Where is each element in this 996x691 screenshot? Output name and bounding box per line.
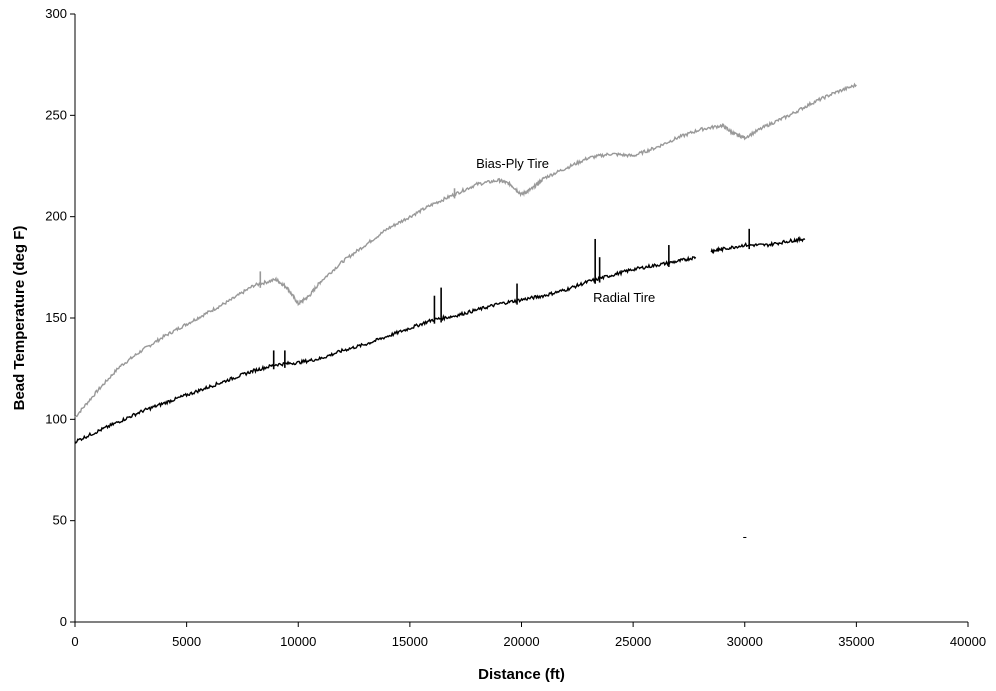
x-tick-label: 25000 [615, 634, 651, 649]
y-tick-label: 150 [45, 310, 67, 325]
axes: 0 50 100 150 200 250 300 0 5000 10000 15000 20000 25… [45, 6, 986, 649]
y-tick-label: 50 [53, 513, 67, 528]
x-tick-label: 5000 [172, 634, 201, 649]
annotation-label: Radial Tire [593, 290, 655, 305]
y-axis-title: Bead Temperature (deg F) [11, 226, 28, 411]
x-tick-label: 15000 [392, 634, 428, 649]
y-tick-label: 250 [45, 107, 67, 122]
y-tick-label: 100 [45, 411, 67, 426]
x-tick-label: 40000 [950, 634, 986, 649]
y-tick-label: 200 [45, 209, 67, 224]
y-tick-label: 300 [45, 6, 67, 21]
x-tick-label: 0 [71, 634, 78, 649]
series-group [74, 82, 857, 444]
annotation-label: - [743, 529, 747, 544]
x-tick-label: 35000 [838, 634, 874, 649]
bias-ply-tire-line [74, 82, 857, 418]
x-tick-label: 20000 [503, 634, 539, 649]
labels-group: Distance (ft) Bead Temperature (deg F) Bia… [11, 156, 747, 683]
radial-tire-line [74, 255, 697, 444]
radial-tire-line-segment-2 [710, 235, 806, 255]
annotation-label: Bias-Ply Tire [476, 156, 549, 171]
y-tick-label: 0 [60, 614, 67, 629]
x-tick-label: 30000 [727, 634, 763, 649]
x-axis-title: Distance (ft) [478, 666, 565, 683]
x-tick-label: 10000 [280, 634, 316, 649]
